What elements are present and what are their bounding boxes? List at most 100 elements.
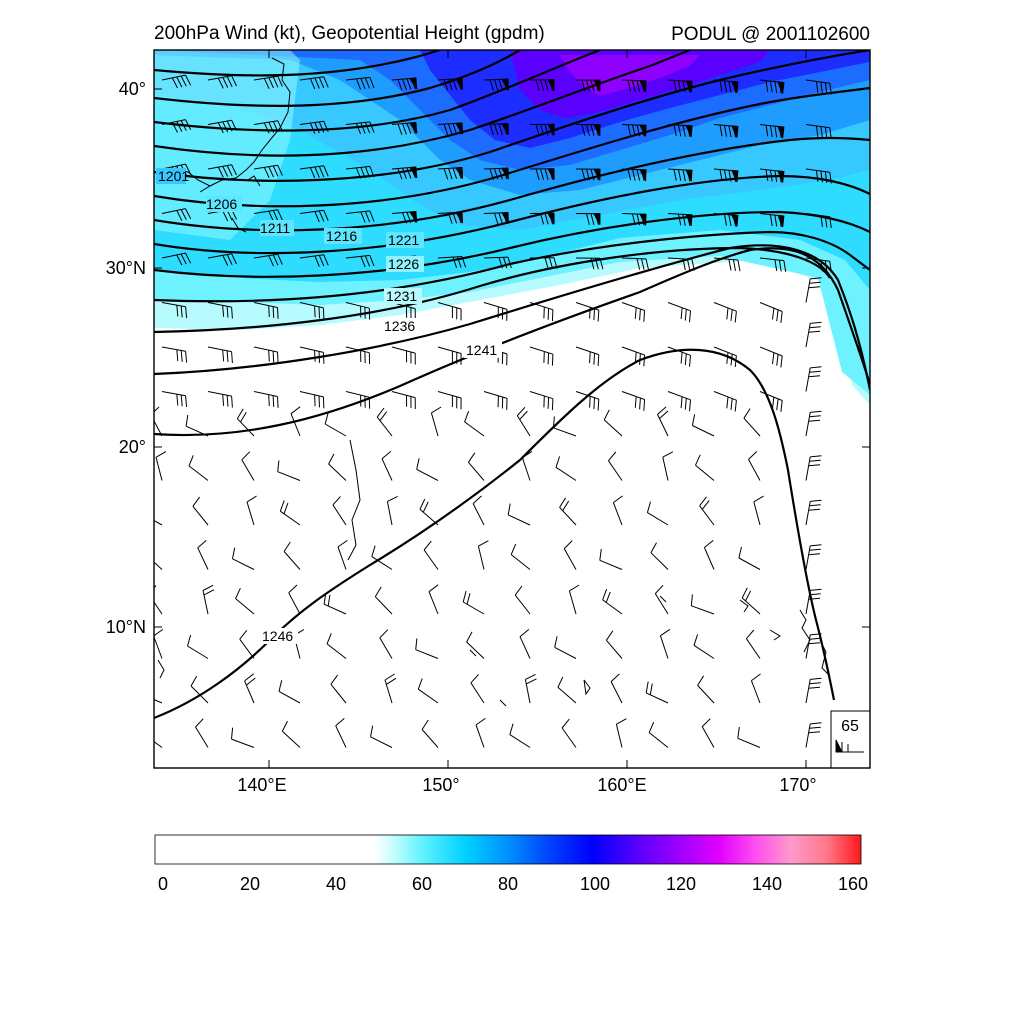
wind-barb-stroke [808,508,821,511]
wind-barb-stroke [673,124,677,137]
wind-barb [154,406,163,437]
wind-barb [483,391,508,410]
wind-barb [236,408,255,437]
wind-barb-stroke [176,76,183,88]
wind-barb-stroke [410,167,416,179]
wind-barb-stroke [309,78,316,90]
wind-barb [232,547,255,570]
wind-barb [667,168,693,182]
wind-barb-stroke [188,465,209,481]
wind-barb-stroke [498,123,503,135]
wind-barb [805,277,822,303]
wind-barb-stroke [687,170,691,182]
wind-barb [713,391,737,412]
wind-barb [281,720,301,748]
wind-barb [328,453,347,481]
wind-barb-stroke [608,451,617,462]
wind-barb-stroke [345,76,370,81]
wind-barb-stroke [748,459,761,481]
colorbar-tick-label: 120 [666,874,696,894]
map-frame [153,49,871,769]
wind-barb [555,456,577,481]
wind-barb [621,257,650,271]
wind-barb-stroke [691,414,696,426]
wind-barb-stroke [323,210,329,221]
wind-barb-stroke [772,308,775,320]
y-tick-label: 20° [119,437,146,457]
wind-barb-stroke [641,258,645,270]
wind-barb [381,451,393,481]
wind-barb-stroke [277,164,283,176]
wind-barb-stroke [232,547,236,559]
wind-barb [428,584,439,615]
wind-barb-stroke [643,399,646,411]
wind-barb-stroke [774,259,778,271]
wind-barb-stroke [263,167,270,179]
wind-barb [207,253,237,266]
wind-barb-stroke [360,78,366,90]
wind-barb-stroke [559,497,567,508]
wind-barb-stroke [732,126,736,138]
wind-barb-stroke [732,170,736,182]
wind-barb-stroke [551,309,554,322]
wind-barb-stroke [468,461,485,481]
wind-barb [416,458,439,481]
wind-barb-stroke [246,677,256,686]
wind-barb [299,165,329,179]
x-tick-label: 170° [779,775,816,795]
wind-barb-stroke [154,520,163,526]
wind-barb-stroke [544,79,549,91]
wind-barb-stroke [222,210,229,222]
wind-barb-stroke [535,124,540,136]
wind-barb-stroke [185,351,188,363]
wind-barb-stroke [203,589,215,596]
figure-title: 200hPa Wind (kt), Geopotential Height (g… [154,23,545,44]
axis-ticks [154,50,870,768]
wind-barb-stroke [397,123,403,135]
wind-barb [470,674,485,704]
wind-barb-stroke [494,123,499,136]
wind-barb [701,718,715,748]
wind-barb-stroke [751,673,761,682]
wind-barb-stroke [610,673,620,682]
wind-barb-stroke [268,77,274,89]
wind-barb-stroke [809,459,821,462]
wind-barb-stroke [314,394,316,407]
wind-barb-stroke [176,394,179,406]
wind-barb [662,451,674,481]
wind-barb-stroke [810,722,822,725]
reference-vector-box: 65 [830,710,871,769]
wind-barb [345,210,375,223]
wind-barb-stroke [703,547,715,570]
wind-barb-stroke [524,679,531,704]
wind-barb [759,302,783,323]
wind-barb-stroke [477,546,485,570]
wind-barb-stroke [597,399,600,411]
wind-barb [483,212,509,225]
wind-barb-stroke [753,495,764,503]
wind-barb-stroke [678,213,682,226]
wind-barb [374,586,393,615]
wind-barb-stroke [808,731,821,734]
wind-barb [529,391,554,411]
wind-barb-stroke [277,307,279,319]
wind-barb-stroke [360,211,366,223]
wind-barb-stroke [772,352,775,365]
wind-barb-stroke [231,727,234,740]
wind-barb [337,539,348,570]
wind-barb-stroke [263,78,270,90]
wind-barb [659,628,671,659]
wind-barb [154,740,163,748]
wind-barb-stroke [268,255,274,267]
wind-barb-stroke [603,409,610,421]
wind-barb [610,673,623,704]
wind-barb-stroke [780,400,783,412]
wind-barb-stroke [277,120,283,132]
wind-barb-stroke [519,629,530,638]
wind-barb [239,629,255,659]
wind-barb [805,722,822,748]
wind-barb-stroke [510,554,531,570]
wind-barb-stroke [783,260,787,272]
y-tick-label: 10°N [106,617,146,637]
wind-barb-stroke [314,122,320,134]
